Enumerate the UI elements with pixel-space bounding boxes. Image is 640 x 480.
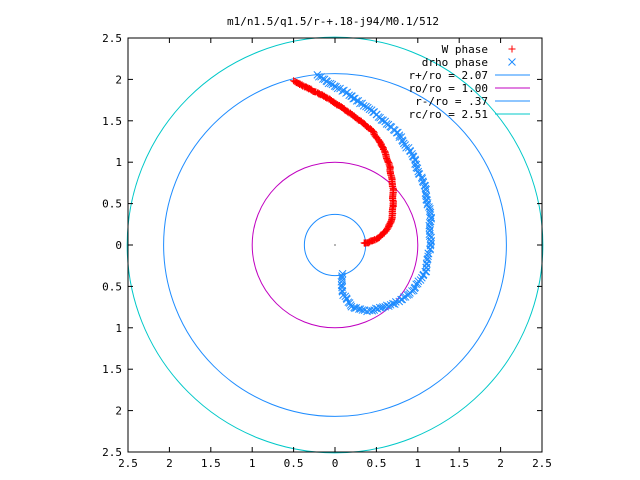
data-point <box>338 87 347 95</box>
data-series <box>290 71 436 316</box>
series-drho-phase <box>313 71 436 316</box>
y-tick-label: 0 <box>115 239 122 252</box>
data-point <box>419 271 428 280</box>
data-point <box>341 292 350 301</box>
legend-marker <box>508 58 516 66</box>
data-point <box>356 99 364 108</box>
data-point <box>414 167 423 176</box>
ref-circle-1 <box>251 161 419 329</box>
axis-ticks: 2.5 2 1.5 1 0.5 0 0.5 1 1.5 2 2.52.521.510.500.511… <box>102 32 552 470</box>
data-point <box>360 239 368 247</box>
legend-marker <box>508 45 516 53</box>
y-tick-label: 2 <box>115 73 122 86</box>
x-tick-label: 0.5 <box>366 457 386 470</box>
data-point <box>363 307 371 316</box>
ref-circle-0 <box>163 73 507 417</box>
data-point <box>338 269 347 278</box>
data-point <box>401 293 410 301</box>
data-point <box>405 290 413 299</box>
x-tick-label: 1.5 <box>201 457 221 470</box>
y-tick-label: 1.5 <box>102 363 122 376</box>
x-tick-label: 1 <box>249 457 256 470</box>
chart-title: m1/n1.5/q1.5/r-+.18-j94/M0.1/512 <box>227 15 439 28</box>
legend-label: r+/ro = 2.07 <box>409 69 488 82</box>
data-point <box>314 72 323 81</box>
legend-label: ro/ro = 1.00 <box>409 82 488 95</box>
origin-point <box>334 244 336 246</box>
data-point <box>389 299 397 308</box>
data-point <box>347 302 356 311</box>
data-point <box>362 102 370 111</box>
x-tick-label: 0.5 <box>284 457 304 470</box>
y-tick-label: 1 <box>115 156 122 169</box>
legend-label: r-/ro = .37 <box>415 95 488 108</box>
data-point <box>352 303 361 312</box>
data-point <box>359 101 368 110</box>
y-tick-label: 0.5 <box>102 198 122 211</box>
x-tick-label: 0 <box>332 457 339 470</box>
y-tick-label: 2.5 <box>102 32 122 45</box>
y-tick-label: 2 <box>115 405 122 418</box>
data-point <box>395 297 404 306</box>
data-point <box>326 79 335 88</box>
y-tick-label: 0.5 <box>102 280 122 293</box>
x-tick-label: 2.5 <box>532 457 552 470</box>
data-point <box>415 170 424 178</box>
data-point <box>413 279 422 288</box>
data-point <box>333 84 342 93</box>
y-tick-label: 1.5 <box>102 115 122 128</box>
data-point <box>427 214 436 223</box>
x-tick-label: 2 <box>166 457 173 470</box>
data-point <box>426 223 434 232</box>
x-tick-label: 1 <box>414 457 421 470</box>
legend-label: rc/ro = 2.51 <box>409 108 488 121</box>
data-point <box>349 94 358 103</box>
data-point <box>338 272 346 280</box>
x-tick-label: 2.5 <box>118 457 138 470</box>
data-point <box>426 245 434 254</box>
x-tick-label: 2 <box>497 457 504 470</box>
data-point <box>322 93 330 101</box>
reference-circles <box>126 36 544 454</box>
legend-label: W phase <box>442 43 488 56</box>
series-w-phase <box>290 77 397 247</box>
data-point <box>361 239 369 247</box>
data-point <box>389 203 397 211</box>
y-tick-label: 2.5 <box>102 446 122 459</box>
data-point <box>398 137 407 146</box>
ref-circle-3 <box>126 36 544 454</box>
data-point <box>382 120 391 128</box>
y-tick-label: 1 <box>115 322 122 335</box>
legend-label: drho phase <box>422 56 488 69</box>
x-tick-label: 1.5 <box>449 457 469 470</box>
